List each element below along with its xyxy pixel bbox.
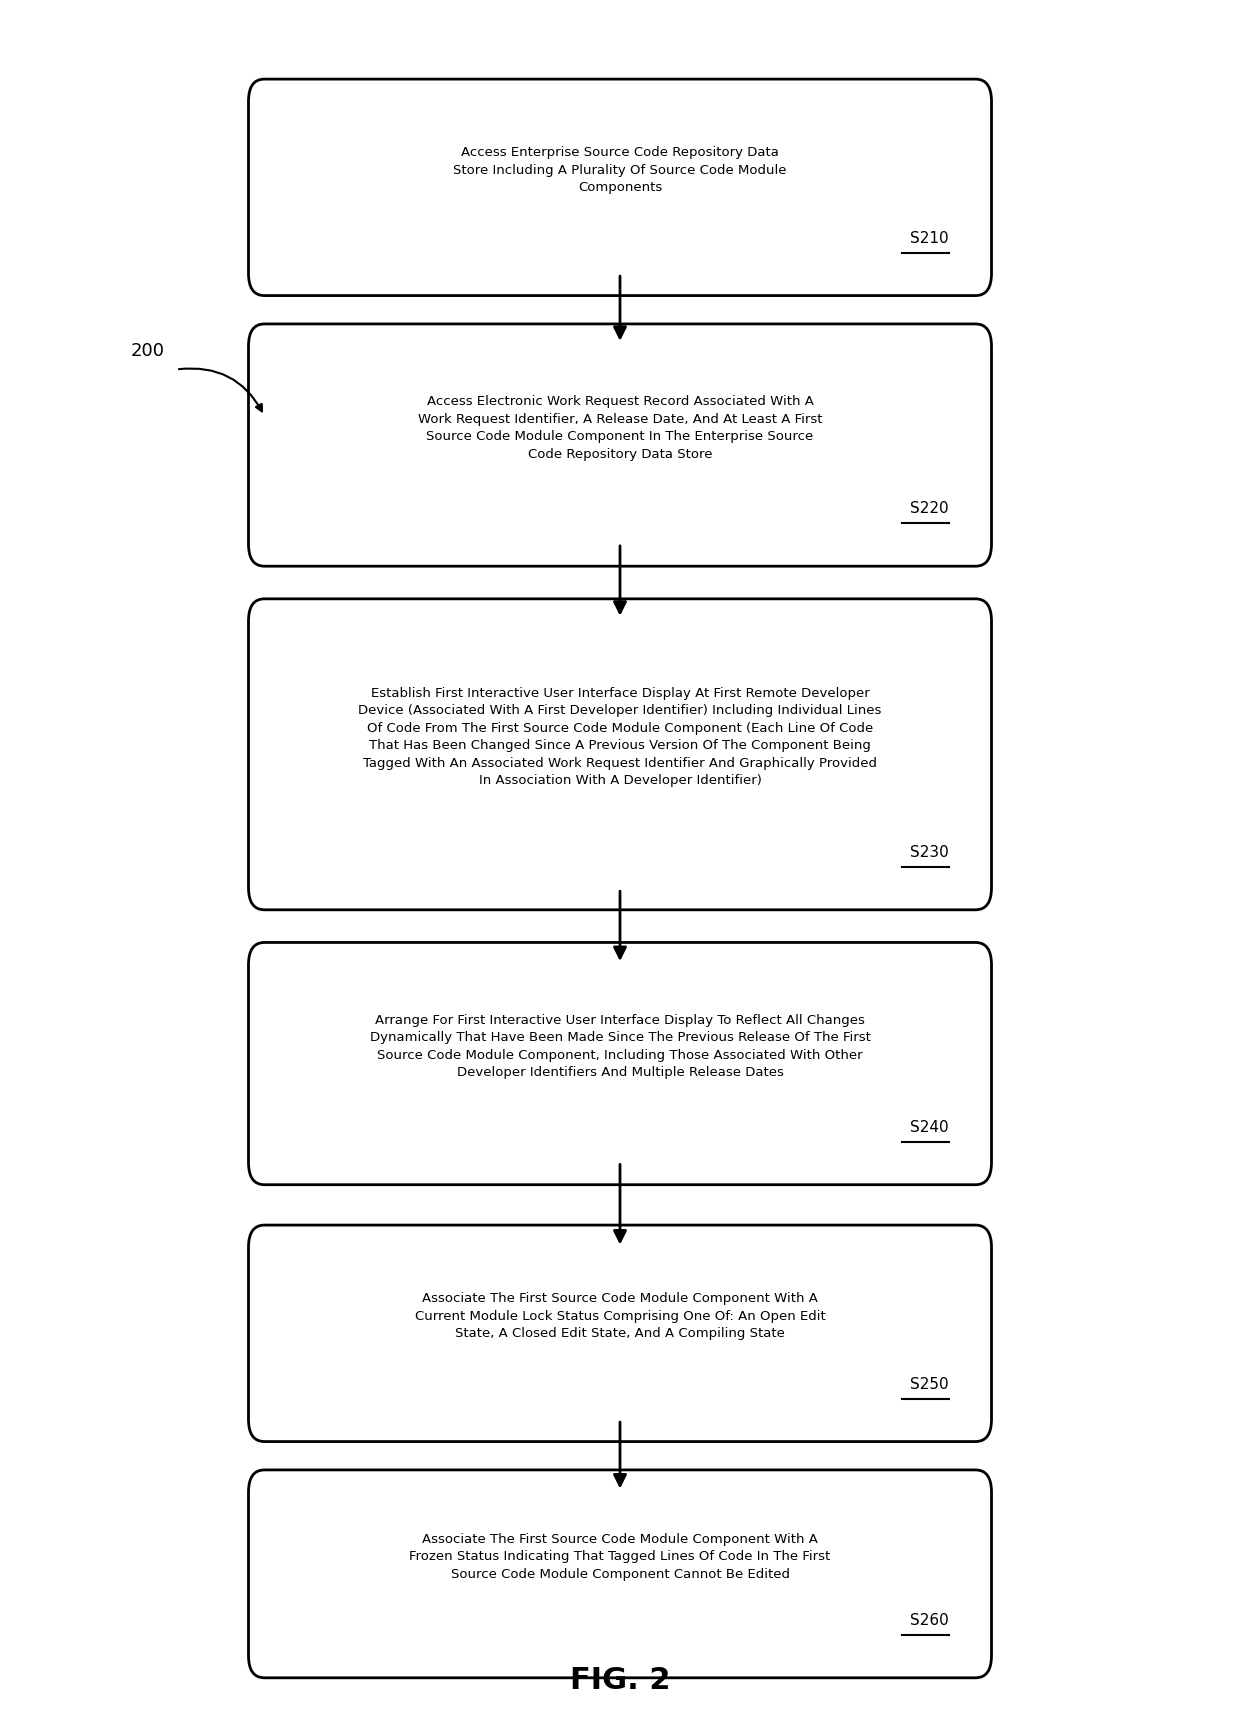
Text: S250: S250 [910, 1377, 949, 1393]
Text: Arrange For First Interactive User Interface Display To Reflect All Changes
Dyna: Arrange For First Interactive User Inter… [370, 1013, 870, 1079]
FancyBboxPatch shape [248, 80, 992, 296]
Text: FIG. 2: FIG. 2 [569, 1666, 671, 1696]
FancyArrowPatch shape [179, 369, 262, 412]
Text: S230: S230 [910, 845, 949, 861]
Text: Access Enterprise Source Code Repository Data
Store Including A Plurality Of Sou: Access Enterprise Source Code Repository… [454, 145, 786, 194]
FancyBboxPatch shape [248, 324, 992, 566]
FancyBboxPatch shape [248, 1470, 992, 1678]
Text: S220: S220 [910, 501, 949, 516]
FancyBboxPatch shape [248, 1225, 992, 1441]
Text: 200: 200 [131, 341, 165, 360]
Text: S240: S240 [910, 1121, 949, 1134]
Text: S260: S260 [910, 1612, 949, 1628]
Text: Establish First Interactive User Interface Display At First Remote Developer
Dev: Establish First Interactive User Interfa… [358, 688, 882, 788]
FancyBboxPatch shape [248, 942, 992, 1185]
Text: Access Electronic Work Request Record Associated With A
Work Request Identifier,: Access Electronic Work Request Record As… [418, 395, 822, 461]
Text: S210: S210 [910, 230, 949, 246]
Text: Associate The First Source Code Module Component With A
Current Module Lock Stat: Associate The First Source Code Module C… [414, 1292, 826, 1341]
FancyBboxPatch shape [248, 599, 992, 909]
Text: Associate The First Source Code Module Component With A
Frozen Status Indicating: Associate The First Source Code Module C… [409, 1533, 831, 1581]
